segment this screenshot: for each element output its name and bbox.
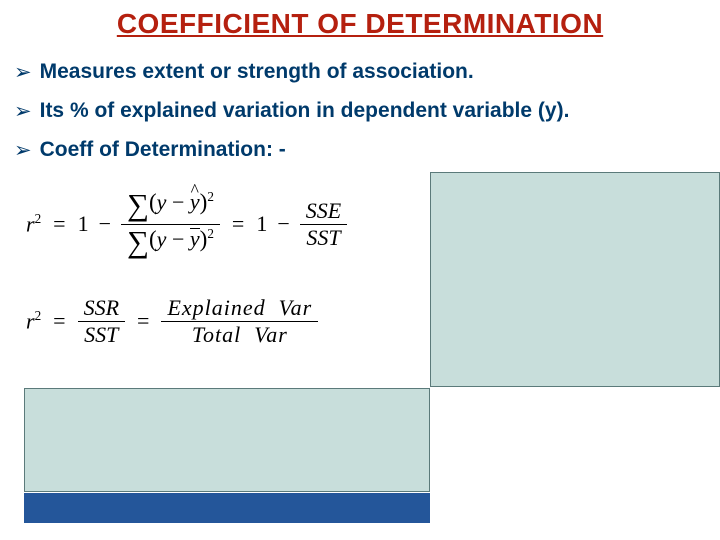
bullet-text: Measures extent or strength of associati… (40, 60, 474, 84)
f2-r-sup: 2 (35, 308, 42, 323)
f2-var2: Var (254, 322, 288, 347)
bullet-list: ➢ Measures extent or strength of associa… (14, 60, 694, 177)
f1-frac1: ∑(y − ^y)2 ∑(y − y)2 (121, 188, 220, 261)
f1-eq1: = (51, 211, 67, 237)
bullet-item: ➢ Coeff of Determination: - (14, 138, 694, 163)
f1-minus2: − (277, 211, 289, 237)
f1-minus1: − (99, 211, 111, 237)
f2-var1: Var (279, 295, 313, 320)
f2-sst: SST (78, 322, 124, 348)
f1-y2: y (157, 226, 167, 251)
f2-total: Total (192, 322, 241, 347)
f2-ssr: SSR (78, 295, 125, 321)
hat-icon: ^ (191, 181, 199, 200)
f1-sq2: 2 (207, 226, 214, 241)
sigma-icon: ∑ (127, 189, 149, 223)
placeholder-box-right (430, 172, 720, 387)
f1-frac2: SSE SST (300, 198, 347, 251)
f2-eq1: = (51, 308, 67, 334)
f1-ybar: y (190, 226, 200, 251)
f1-minus-n: − (172, 189, 184, 214)
f1-r: r (26, 212, 35, 237)
f2-explained: Explained (167, 295, 265, 320)
bullet-item: ➢ Measures extent or strength of associa… (14, 60, 694, 85)
formula-1: r2 = 1 − ∑(y − ^y)2 ∑(y − y)2 = 1 − SSE … (26, 188, 406, 261)
bullet-arrow-icon: ➢ (14, 99, 32, 124)
slide-title: COEFFICIENT OF DETERMINATION (0, 8, 720, 40)
bullet-text: Coeff of Determination: - (40, 138, 286, 162)
formula-area: r2 = 1 − ∑(y − ^y)2 ∑(y − y)2 = 1 − SSE … (26, 188, 406, 382)
f1-sse: SSE (300, 198, 347, 224)
sigma-icon: ∑ (127, 226, 149, 260)
f1-one: 1 (78, 211, 89, 237)
f1-r-sup: 2 (35, 211, 42, 226)
f2-r: r (26, 309, 35, 334)
f2-frac1: SSR SST (78, 295, 125, 348)
f1-one2: 1 (256, 211, 267, 237)
bullet-item: ➢ Its % of explained variation in depend… (14, 99, 694, 124)
placeholder-box-bottom (24, 388, 430, 492)
f1-sq1: 2 (207, 189, 214, 204)
bullet-arrow-icon: ➢ (14, 60, 32, 85)
slide: COEFFICIENT OF DETERMINATION ➢ Measures … (0, 0, 720, 540)
f2-eq2: = (135, 308, 151, 334)
f1-y1: y (157, 189, 167, 214)
formula-2: r2 = SSR SST = Explained Var Total Var (26, 295, 406, 348)
overbar-icon (190, 228, 200, 229)
blue-strip (24, 493, 430, 523)
bullet-arrow-icon: ➢ (14, 138, 32, 163)
f1-eq2: = (230, 211, 246, 237)
bullet-text: Its % of explained variation in dependen… (40, 99, 570, 123)
f1-minus-d: − (172, 226, 184, 251)
f2-frac2: Explained Var Total Var (161, 295, 318, 348)
f1-sst: SST (300, 225, 346, 251)
